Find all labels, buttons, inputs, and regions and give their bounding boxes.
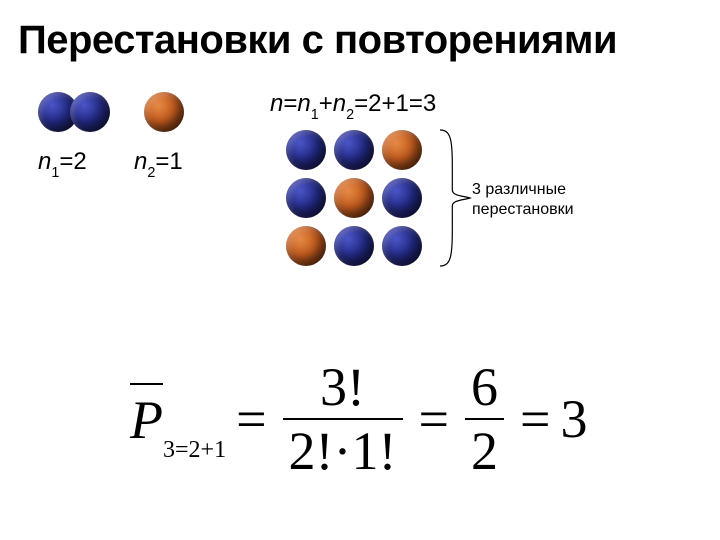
grid-ball-r2-c2 xyxy=(382,226,422,266)
grid-ball-r0-c1 xyxy=(334,130,374,170)
formula-frac1: 3! 2!·1! xyxy=(283,360,403,478)
n2-label: n2=1 xyxy=(134,148,183,179)
formula-frac1-den: 2!·1! xyxy=(283,424,403,478)
grid-ball-r1-c0 xyxy=(286,178,326,218)
left-ball-1 xyxy=(70,92,110,132)
grid-ball-r2-c0 xyxy=(286,226,326,266)
n1-label: n1=2 xyxy=(38,148,87,179)
n-equation: n=n1+n2=2+1=3 xyxy=(270,90,436,121)
grid-ball-r1-c2 xyxy=(382,178,422,218)
brace-caption: 3 различные перестановки xyxy=(472,180,574,220)
page-title: Перестановки с повторениями xyxy=(18,18,617,63)
grid-ball-r2-c1 xyxy=(334,226,374,266)
formula-frac1-num: 3! xyxy=(314,360,371,414)
left-ball-2 xyxy=(144,92,184,132)
formula-eq3: = xyxy=(520,388,550,450)
formula-subscript: 3=2+1 xyxy=(163,437,226,478)
grid-ball-r0-c2 xyxy=(382,130,422,170)
formula-P: P xyxy=(130,387,163,451)
grid-ball-r0-c0 xyxy=(286,130,326,170)
formula-frac2-den: 2 xyxy=(465,424,504,478)
curly-brace xyxy=(438,128,474,276)
formula-frac2: 6 2 xyxy=(465,360,504,478)
brace-caption-line1: 3 различные xyxy=(472,181,566,198)
formula-frac1-line xyxy=(283,418,403,420)
formula-frac2-num: 6 xyxy=(465,360,504,414)
grid-ball-r1-c1 xyxy=(334,178,374,218)
brace-caption-line2: перестановки xyxy=(472,201,574,218)
formula-result: 3 xyxy=(560,388,587,450)
formula-eq2: = xyxy=(419,388,449,450)
formula: P 3=2+1 = 3! 2!·1! = 6 2 = 3 xyxy=(130,360,587,478)
formula-frac2-line xyxy=(465,418,504,420)
formula-eq1: = xyxy=(236,388,266,450)
